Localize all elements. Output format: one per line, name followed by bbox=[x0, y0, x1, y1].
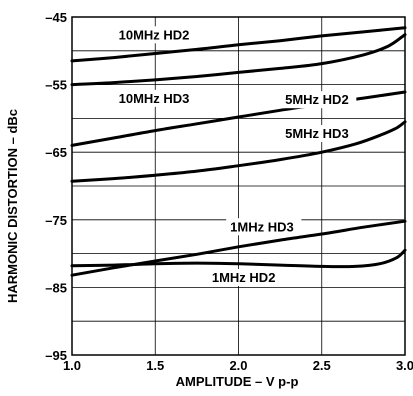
series-label-bg bbox=[281, 91, 357, 109]
series-label: 5MHz HD2 bbox=[285, 92, 349, 107]
series-line-10mhz-hd3 bbox=[70, 33, 407, 87]
series-label-layer: 10MHz HD2 10MHz HD3 5MHz HD2 5MHz HD3 1MHz H… bbox=[114, 26, 357, 286]
y-tick-label: –85 bbox=[45, 280, 67, 295]
series-label-bg bbox=[114, 89, 199, 107]
series-line-10mhz-hd2 bbox=[70, 26, 407, 63]
series-label-bg bbox=[207, 268, 284, 286]
series-label: 10MHz HD2 bbox=[119, 27, 190, 42]
y-tick-label: –75 bbox=[45, 213, 67, 228]
plot-frame bbox=[71, 16, 406, 356]
x-tick-label: 1.0 bbox=[63, 358, 81, 373]
y-tick-label: –45 bbox=[45, 10, 67, 25]
series-label: 5MHz HD3 bbox=[285, 126, 349, 141]
series-line-5mhz-hd3 bbox=[70, 120, 407, 183]
x-tick-labels: 1.0 1.5 2.0 2.5 3.0 bbox=[63, 358, 413, 373]
series-label-bg bbox=[226, 218, 302, 236]
grid bbox=[71, 16, 406, 356]
y-axis-title: HARMONIC DISTORTION – dBc bbox=[5, 109, 20, 303]
y-tick-label: –95 bbox=[45, 348, 67, 363]
x-tick-label: 2.5 bbox=[313, 358, 331, 373]
series-label: 1MHz HD2 bbox=[212, 270, 276, 285]
y-tick-labels: –45 –55 –65 –75 –85 –95 bbox=[45, 10, 67, 363]
series-label-bg bbox=[281, 125, 357, 143]
series-label: 1MHz HD3 bbox=[230, 219, 294, 234]
y-tick-label: –65 bbox=[45, 145, 67, 160]
x-tick-label: 1.5 bbox=[146, 358, 164, 373]
series-line-1mhz-hd2 bbox=[70, 248, 407, 269]
series-label: 10MHz HD3 bbox=[119, 91, 190, 106]
x-tick-label: 3.0 bbox=[396, 358, 413, 373]
x-axis-title: AMPLITUDE – V p-p bbox=[176, 374, 299, 389]
y-tick-label: –55 bbox=[45, 78, 67, 93]
x-tick-label: 2.0 bbox=[229, 358, 247, 373]
series-label-bg bbox=[114, 26, 199, 44]
